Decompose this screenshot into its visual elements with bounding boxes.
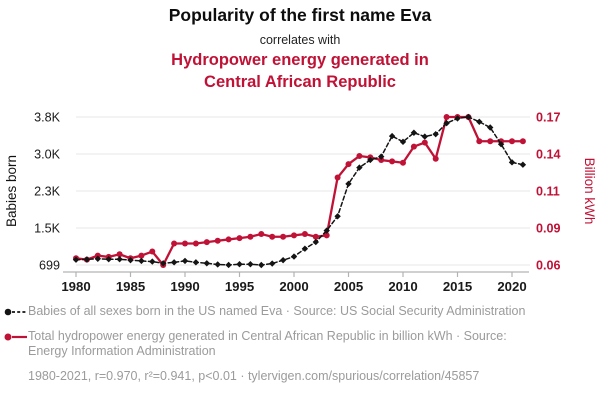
x-tick-label: 2000 — [279, 279, 308, 294]
x-axis — [63, 271, 529, 277]
left-axis-tick-labels: 699 1.5K 2.3K 3.0K 3.8K — [34, 110, 61, 272]
x-tick-label: 1980 — [61, 279, 90, 294]
left-tick-label: 3.0K — [34, 147, 61, 161]
secondary-title-line2: Central African Republic — [204, 72, 396, 91]
secondary-title: Hydropower energy generated in Central A… — [0, 50, 600, 93]
legend-item-hydropower: Total hydropower energy generated in Cen… — [4, 329, 596, 360]
x-tick-label: 1995 — [225, 279, 254, 294]
page-title: Popularity of the first name Eva — [168, 5, 432, 25]
left-axis-title: Babies born — [4, 154, 19, 228]
left-tick-label: 699 — [39, 258, 60, 272]
left-tick-label: 3.8K — [34, 110, 61, 124]
x-tick-label: 1985 — [116, 279, 145, 294]
subtitle: correlates with — [259, 33, 341, 47]
x-axis-tick-labels: 1980 1985 1990 1995 2000 2005 2010 2015 2020 — [61, 279, 526, 294]
left-tick-label: 1.5K — [34, 221, 61, 235]
legend-item-eva: Babies of all sexes born in the US named… — [4, 304, 596, 320]
secondary-title-line1: Hydropower energy generated in — [171, 51, 429, 69]
right-axis-tick-labels: 0.06 0.09 0.11 0.14 0.17 — [536, 110, 561, 272]
legend-label-hydropower: Total hydropower energy generated in Cen… — [28, 328, 507, 359]
right-tick-label: 0.06 — [536, 258, 561, 272]
x-tick-label: 2020 — [497, 279, 526, 294]
right-tick-label: 0.14 — [536, 147, 561, 161]
right-tick-label: 0.11 — [536, 184, 560, 198]
series-eva — [72, 113, 527, 269]
legend-label-eva: Babies of all sexes born in the US named… — [28, 304, 526, 318]
legend: Babies of all sexes born in the US named… — [4, 304, 596, 383]
x-tick-label: 2015 — [443, 279, 472, 294]
x-tick-label: 2010 — [388, 279, 417, 294]
black-dashed-dot-icon — [4, 308, 27, 316]
right-tick-label: 0.09 — [536, 221, 561, 235]
x-tick-label: 2005 — [334, 279, 363, 294]
right-tick-label: 0.17 — [536, 110, 561, 124]
right-axis-title: Billion kWh — [582, 157, 597, 225]
gridlines — [76, 116, 530, 266]
left-tick-label: 2.3K — [34, 184, 61, 198]
stats-footer: 1980-2021, r=0.970, r²=0.941, p<0.01 · t… — [28, 368, 480, 383]
red-solid-dot-icon — [4, 333, 27, 340]
x-tick-label: 1990 — [170, 279, 199, 294]
